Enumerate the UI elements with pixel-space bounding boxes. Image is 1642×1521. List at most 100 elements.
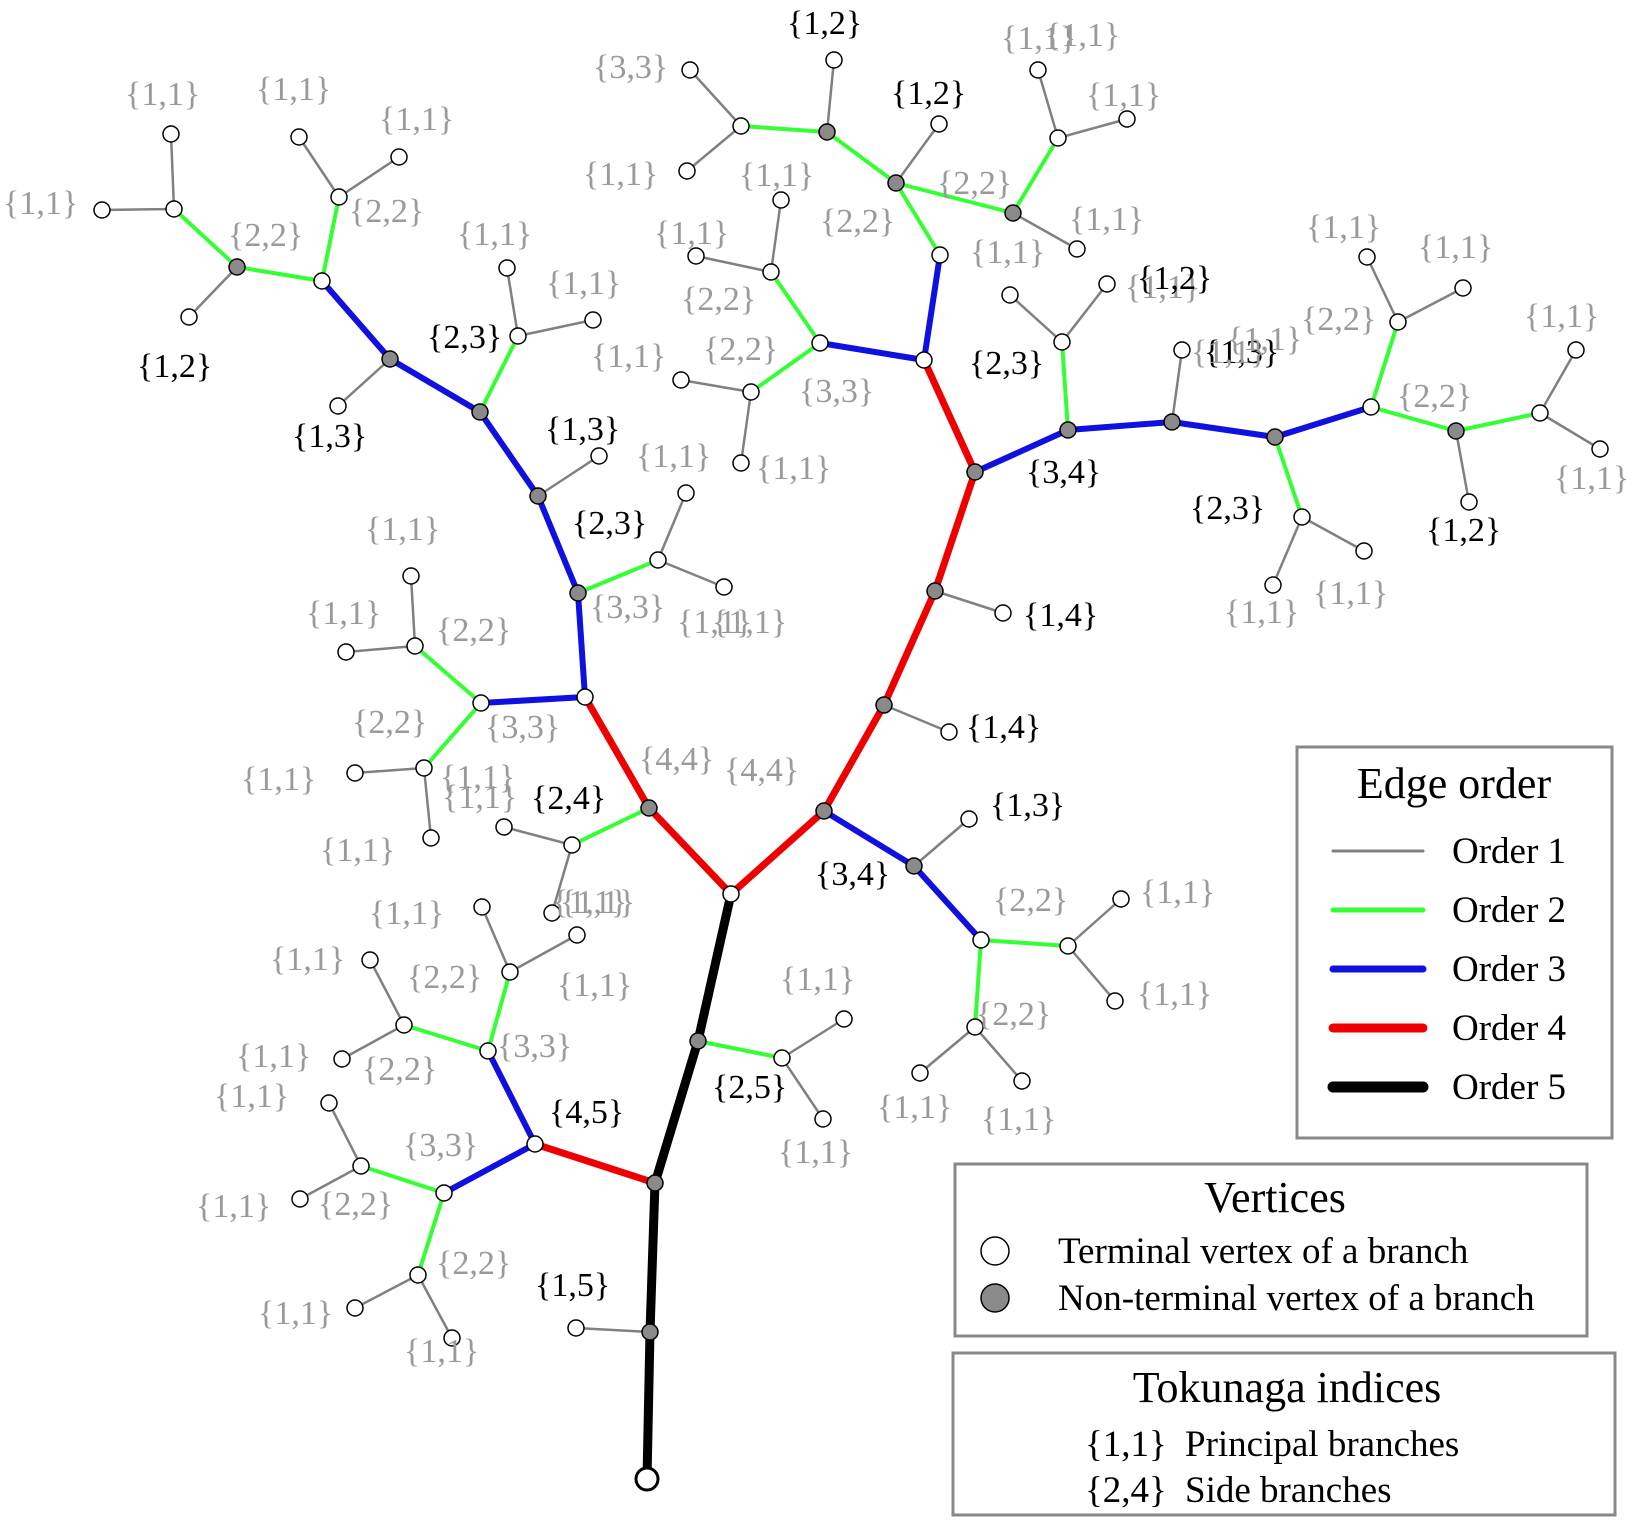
edge-order-2 bbox=[769, 270, 822, 345]
terminal-vertex bbox=[835, 1010, 853, 1028]
edge-order-1 bbox=[1066, 897, 1123, 948]
nonterminal-vertex bbox=[529, 487, 547, 505]
terminal-vertex bbox=[1460, 493, 1478, 511]
tokunaga-legend: Tokunaga indices {1,1} Principal branche… bbox=[951, 1351, 1617, 1517]
edge-order-4 bbox=[880, 587, 939, 709]
terminal-vertex bbox=[994, 604, 1012, 622]
principal-branch-index-label: {1,1} bbox=[1306, 209, 1381, 246]
edge-order-2 bbox=[1060, 340, 1070, 432]
terminal-vertex bbox=[568, 926, 586, 944]
principal-branch-index-label: {2,2} bbox=[362, 1051, 437, 1088]
principal-branch-index-label: {2,2} bbox=[228, 217, 303, 254]
edge-order-1 bbox=[187, 265, 239, 319]
edge-order-legend-box bbox=[1295, 745, 1614, 1140]
nonterminal-vertex bbox=[1266, 428, 1284, 446]
terminal-vertex bbox=[1112, 890, 1130, 908]
principal-branch-index-label: {1,1} bbox=[320, 832, 395, 869]
principal-branch-index-label: {1,1} bbox=[1554, 460, 1629, 497]
edge-order-1 bbox=[550, 843, 574, 915]
terminal-vertex bbox=[1059, 937, 1077, 955]
edge-order-2 bbox=[576, 558, 660, 595]
edge-order-3 bbox=[441, 1141, 538, 1196]
edge-order-legend-items: Order 1 Order 2 Order 3 Order 4 Order 5 bbox=[1327, 831, 1566, 1108]
principal-branch-index-label: {1,1} bbox=[1191, 334, 1266, 371]
nonterminal-vertex bbox=[228, 258, 246, 276]
terminal-vertex bbox=[479, 1042, 497, 1060]
principal-branch-index-label: {1,1} bbox=[636, 438, 711, 475]
tokunaga-labels: {1,5} {2,5} {1,1} {1,1} {4,5} {3,3} {2,2} {2,2}… bbox=[3, 5, 1629, 1370]
nonterminal-vertex-label: Non-terminal vertex of a branch bbox=[1058, 1278, 1535, 1319]
principal-branch-index-label: {1,1} bbox=[125, 76, 200, 113]
side-branch-index-example: {2,4} bbox=[1085, 1470, 1167, 1511]
terminal-vertex bbox=[346, 1299, 364, 1317]
principal-branch-index-label: {1,1} bbox=[739, 157, 814, 194]
side-branch-index-label: {1,3} bbox=[990, 787, 1065, 824]
principal-branch-index-label: {1,1} bbox=[677, 604, 752, 641]
tokunaga-legend-title: Tokunaga indices bbox=[1133, 1363, 1442, 1412]
edge-order-1 bbox=[882, 703, 951, 734]
edge-order-1 bbox=[536, 454, 601, 498]
side-branch-index-label: {3,4} bbox=[815, 856, 890, 893]
terminal-vertex bbox=[1068, 240, 1086, 258]
terminal-vertex bbox=[649, 551, 667, 569]
terminal-vertex bbox=[825, 51, 843, 69]
principal-branch-index-label: {4,4} bbox=[639, 741, 714, 778]
principal-branch-index-label: {1,1} bbox=[256, 71, 331, 108]
edge-order-1 bbox=[100, 207, 176, 212]
terminal-vertex bbox=[1173, 341, 1191, 359]
nonterminal-vertex bbox=[640, 799, 658, 817]
principal-branch-index-label: {1,1} bbox=[1313, 575, 1388, 612]
edge-order-1 bbox=[502, 825, 574, 847]
terminal-vertex bbox=[915, 351, 933, 369]
principal-branch-index-label: {1,1} bbox=[379, 101, 454, 138]
edge-order-1 bbox=[422, 766, 433, 840]
edge-order-3 bbox=[575, 590, 588, 700]
principal-branch-index-label: {2,2} bbox=[407, 959, 482, 996]
side-branch-label: Side branches bbox=[1185, 1470, 1392, 1511]
edge-order-label-4: Order 4 bbox=[1452, 1008, 1566, 1049]
edge-order-1 bbox=[1454, 429, 1471, 504]
terminal-vertex bbox=[814, 1110, 832, 1128]
edge-order-1 bbox=[685, 124, 743, 173]
side-branch-index-label: {1,3} bbox=[1204, 334, 1279, 371]
vertices-legend: Vertices Terminal vertex of a branch Non… bbox=[953, 1162, 1589, 1338]
terminal-vertex bbox=[333, 1050, 351, 1068]
principal-branch-index-label: {3,3} bbox=[593, 49, 668, 86]
edge-order-1 bbox=[679, 378, 753, 394]
terminal-vertex bbox=[390, 148, 408, 166]
edge-order-4 bbox=[727, 807, 828, 898]
principal-branch-index-label: {2,2} bbox=[436, 1245, 511, 1282]
edge-order-2 bbox=[570, 806, 651, 847]
terminal-vertex bbox=[677, 484, 695, 502]
edge-order-3 bbox=[817, 340, 927, 363]
terminal-vertex bbox=[911, 1064, 929, 1082]
terminal-vertex bbox=[1591, 440, 1609, 458]
edge-order-1 bbox=[416, 1273, 454, 1340]
side-branch-index-label: {2,3} bbox=[969, 345, 1044, 382]
nonterminal-vertex bbox=[1004, 204, 1022, 222]
edge-order-1 bbox=[1365, 255, 1400, 324]
terminal-vertex-label: Terminal vertex of a branch bbox=[1058, 1231, 1469, 1272]
terminal-vertex bbox=[1118, 110, 1136, 128]
principal-branch-index-label: {1,1} bbox=[440, 759, 515, 796]
vertices-legend-box bbox=[953, 1162, 1589, 1338]
nonterminal-vertex bbox=[1163, 413, 1181, 431]
edge-order-1 bbox=[780, 1056, 825, 1121]
principal-branch-index-label: {1,1} bbox=[1001, 20, 1076, 57]
principal-branch-index-label: {3,3} bbox=[403, 1127, 478, 1164]
edge-order-1 bbox=[656, 558, 726, 589]
terminal-vertex bbox=[435, 1184, 453, 1202]
edge-order-3 bbox=[821, 808, 917, 869]
principal-branch-index-label: {1,1} bbox=[877, 1089, 952, 1126]
edge-order-1 bbox=[340, 1023, 406, 1061]
tree-vertices bbox=[93, 51, 1609, 1492]
principal-branch-index-label: {1,1} bbox=[1524, 298, 1599, 335]
edge-order-1 bbox=[894, 122, 941, 185]
edge-order-4 bbox=[920, 356, 979, 476]
edge-order-1 bbox=[1036, 68, 1060, 140]
principal-branch-index-label: {2,2} bbox=[681, 281, 756, 318]
edge-order-1 bbox=[327, 1101, 363, 1168]
principal-branch-index-label: {3,3} bbox=[497, 1028, 572, 1065]
edge-order-1 bbox=[780, 1017, 846, 1060]
